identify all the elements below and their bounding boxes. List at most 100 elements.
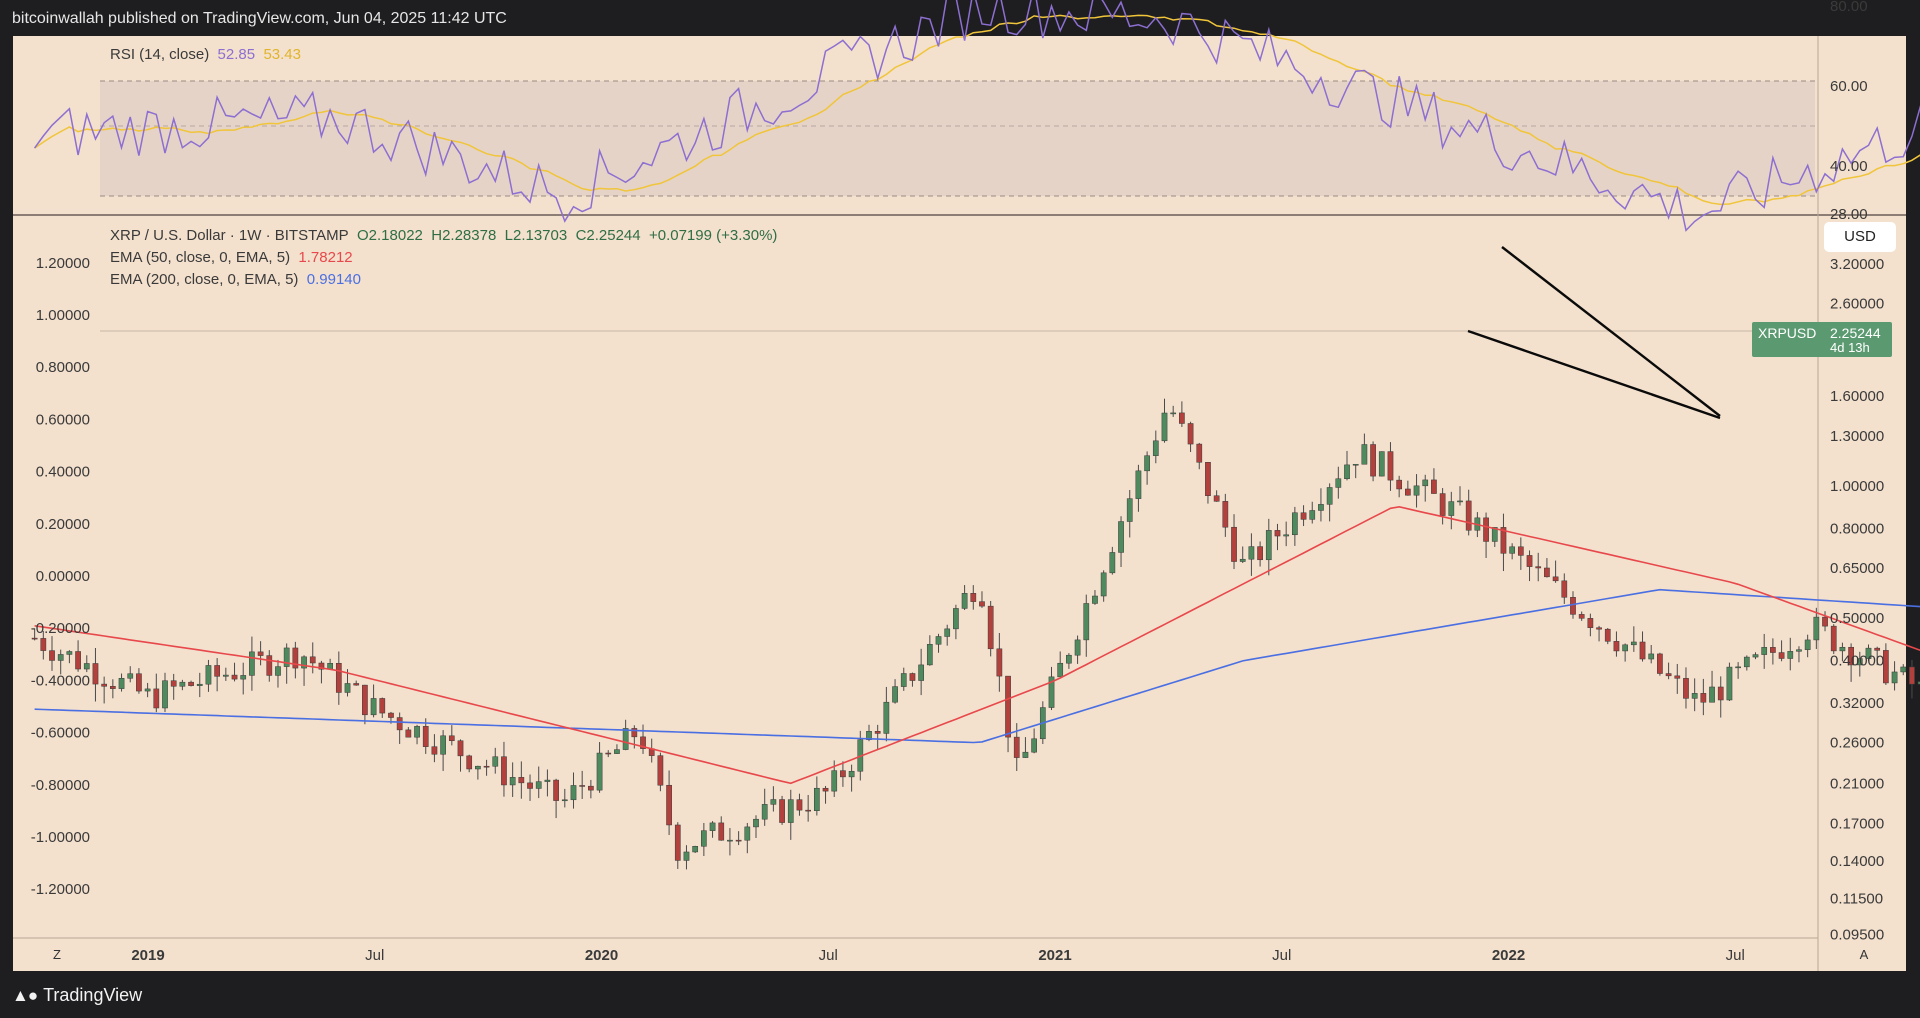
ema50-legend: EMA (50, close, 0, EMA, 5) 1.78212 <box>110 249 353 266</box>
candle-body <box>953 608 959 630</box>
candle-body <box>1804 639 1811 650</box>
candle-body <box>1187 423 1194 445</box>
candle-body <box>588 785 594 791</box>
lower-trendline[interactable] <box>1467 329 1721 420</box>
candle-body <box>1022 751 1029 758</box>
candle-body <box>701 830 707 847</box>
candle-body <box>1613 641 1620 652</box>
candle-body <box>1570 597 1576 615</box>
candle-body <box>796 799 803 811</box>
price-axis-label: 0.65000 <box>1830 560 1884 577</box>
candle-body <box>1274 530 1281 537</box>
candle-body <box>1431 479 1437 494</box>
left-axis-label: -1.20000 <box>31 881 90 898</box>
candle-body <box>1596 627 1602 630</box>
candle-body <box>1100 572 1107 597</box>
candle-body <box>1231 526 1237 562</box>
symbol-line: XRP / U.S. Dollar · 1W · BITSTAMP <box>110 227 349 244</box>
price-tag: XRPUSD 2.25244 4d 13h <box>1752 322 1892 357</box>
candle-body <box>1726 666 1733 701</box>
candle-body <box>1326 487 1333 505</box>
candle-body <box>1135 470 1142 499</box>
candle-body <box>579 785 586 787</box>
left-axis-label: 1.00000 <box>36 307 90 324</box>
ohlc-low: L2.13703 <box>504 227 568 244</box>
candle-body <box>179 681 186 687</box>
currency-button[interactable]: USD <box>1824 222 1896 252</box>
ema50-line <box>34 505 1920 785</box>
left-axis-label: -0.80000 <box>31 777 90 794</box>
price-tag-countdown: 4d 13h <box>1830 340 1870 355</box>
candle-body <box>370 698 377 716</box>
ohlc-high: H2.28378 <box>431 227 497 244</box>
candle-body <box>92 663 99 685</box>
ema200-line <box>34 588 1920 744</box>
candle-body <box>75 651 81 670</box>
candle-body <box>1109 552 1116 574</box>
candle-body <box>674 824 681 861</box>
candle-body <box>214 665 220 677</box>
candle-body <box>1770 647 1776 653</box>
candle-body <box>205 665 212 685</box>
candle-body <box>996 648 1003 677</box>
price-axis-label: 2.60000 <box>1830 296 1884 313</box>
candle-body <box>1778 652 1785 659</box>
candle-body <box>405 729 412 738</box>
candle-body <box>1309 510 1316 520</box>
candle-body <box>1761 647 1768 655</box>
candle-body <box>1813 616 1820 641</box>
candle-body <box>1048 676 1055 708</box>
candle-body <box>1387 451 1394 481</box>
upper-trendline[interactable] <box>1501 246 1721 417</box>
candle-body <box>283 647 290 667</box>
candle-body <box>1578 614 1585 619</box>
rsi-legend: RSI (14, close) 52.85 53.43 <box>110 46 301 63</box>
candle-body <box>492 756 499 767</box>
brand[interactable]: ▲● TradingView <box>12 985 142 1006</box>
candle-body <box>779 799 785 823</box>
candle-body <box>362 684 368 716</box>
candle-body <box>1909 666 1915 685</box>
candle-body <box>1604 628 1611 642</box>
candle-body <box>1257 546 1263 561</box>
candle-body <box>1752 654 1759 658</box>
candle-body <box>1413 485 1420 496</box>
candle-body <box>596 752 603 791</box>
candle-body <box>1717 686 1724 701</box>
candle-body <box>1639 641 1646 660</box>
rsi-axis-label: 28.00 <box>1830 206 1868 223</box>
zoom-button-left[interactable]: Z <box>53 947 61 962</box>
candle-body <box>301 656 307 669</box>
candle-body <box>335 663 342 693</box>
candle-body <box>240 675 247 680</box>
candle-body <box>1378 451 1385 477</box>
ema200-legend: EMA (200, close, 0, EMA, 5) 0.99140 <box>110 271 361 288</box>
candle-body <box>840 770 846 778</box>
candle-body <box>1830 625 1837 652</box>
candle-body <box>718 822 725 841</box>
candle-body <box>1500 527 1507 554</box>
candle-body <box>292 647 299 669</box>
candle-body <box>1865 647 1872 659</box>
rsi-value: 52.85 <box>217 46 256 63</box>
candle-body <box>1170 412 1177 415</box>
candle-body <box>561 799 568 802</box>
candle-body <box>605 752 612 755</box>
auto-scale-button[interactable]: A <box>1859 947 1869 962</box>
candle-body <box>40 638 47 651</box>
candle-body <box>1300 512 1307 520</box>
price-axis-label: 0.17000 <box>1830 816 1884 833</box>
candle-body <box>787 799 794 823</box>
candle-body <box>1057 662 1064 678</box>
candle-body <box>57 654 64 661</box>
left-axis-label: 0.20000 <box>36 516 90 533</box>
rsi-line <box>33 0 1920 232</box>
candle-body <box>535 781 542 789</box>
left-axis-label: 0.40000 <box>36 464 90 481</box>
candle-body <box>692 846 699 853</box>
candle-body <box>883 701 890 734</box>
candle-body <box>1657 653 1663 674</box>
candle-body <box>744 826 751 841</box>
candle-body <box>1665 673 1672 677</box>
